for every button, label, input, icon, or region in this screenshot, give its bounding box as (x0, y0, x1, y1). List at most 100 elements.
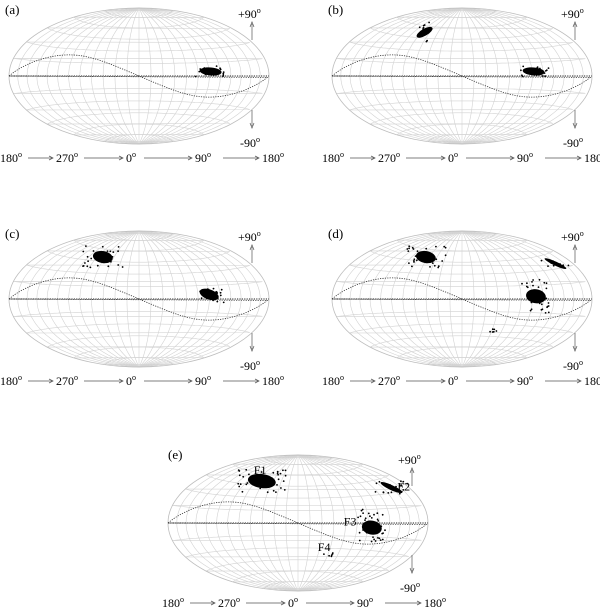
cluster-point (431, 254, 434, 257)
cluster-point (540, 259, 543, 262)
cluster-point (414, 255, 417, 257)
meridian-line (461, 230, 575, 368)
panel-label: (a) (5, 2, 19, 17)
cluster-point (374, 540, 377, 542)
right-arrowhead-icon (280, 600, 286, 606)
parallel-line (369, 250, 553, 263)
cluster-point (284, 474, 287, 477)
cluster-point (376, 518, 379, 521)
cluster-point (245, 468, 248, 471)
panel-e: F1 F2 F3 F4 (e) +90o -90o 180o 270o 0o 90o 180o (162, 447, 446, 610)
degree-symbol: o (236, 595, 240, 604)
parallel-line (369, 27, 553, 40)
cluster-point (277, 478, 280, 481)
cluster-point (203, 67, 206, 69)
cluster-point (390, 491, 393, 494)
right-arrowhead-icon (576, 378, 582, 384)
cluster-point (374, 529, 376, 532)
cluster-point (539, 67, 541, 70)
parallel-line (46, 250, 230, 263)
right-arrowhead-icon (416, 600, 422, 606)
right-arrowhead-icon (254, 378, 260, 384)
cluster-point (219, 291, 222, 294)
cluster-point (107, 265, 110, 268)
longitude-label: 90o (517, 150, 533, 165)
degree-symbol: o (132, 150, 136, 159)
cluster-point (219, 68, 222, 71)
meridian-line (461, 7, 584, 145)
longitude-label: 90o (195, 150, 211, 165)
cluster-point (241, 490, 244, 493)
cluster-point (215, 65, 218, 67)
cluster-point (275, 491, 277, 493)
right-arrowhead-icon (210, 600, 216, 606)
longitude-label: 180o (162, 595, 184, 610)
up-arrowhead-icon (572, 21, 578, 28)
longitude-label: 0o (288, 595, 298, 610)
cluster-core (380, 482, 403, 494)
cluster-point (220, 288, 223, 291)
cluster-point (535, 68, 538, 71)
cluster-point (361, 508, 364, 511)
meridian-line (461, 230, 565, 368)
cluster-point (377, 520, 380, 522)
cluster-point (522, 65, 525, 68)
meridian-line (461, 230, 584, 368)
degree-symbol: o (256, 358, 260, 367)
cluster-point (545, 297, 548, 300)
cluster-point (212, 299, 215, 302)
cluster-core (522, 67, 545, 76)
cluster-point (537, 286, 540, 288)
cluster-point (370, 522, 372, 524)
meridian-line (461, 230, 522, 368)
degree-symbol: o (180, 595, 184, 604)
cluster-point (529, 309, 532, 312)
down-arrowhead-icon (572, 345, 578, 352)
right-arrowhead-icon (187, 155, 193, 161)
cluster-core (526, 289, 546, 304)
latitude-top-label: +90o (561, 6, 584, 21)
cluster-point (395, 485, 397, 488)
cluster-point (272, 489, 275, 492)
cluster-core (199, 288, 219, 301)
cluster-point (198, 70, 201, 73)
cluster-point (429, 266, 431, 268)
cluster-point (559, 263, 561, 266)
cluster-point (402, 480, 405, 483)
cluster-core (92, 250, 113, 264)
cluster-point (358, 539, 361, 542)
cluster-point (242, 475, 245, 478)
cluster-point (359, 515, 362, 518)
cluster-point (365, 531, 368, 534)
cluster-point (400, 484, 403, 487)
cluster-point (424, 31, 427, 34)
cluster-point (406, 248, 409, 250)
source-cluster (489, 328, 498, 333)
cluster-point (238, 485, 241, 488)
longitude-label: 0o (448, 150, 458, 165)
cluster-point (444, 246, 447, 249)
cluster-point (282, 480, 285, 482)
right-arrowhead-icon (118, 378, 124, 384)
degree-symbol: o (294, 595, 298, 604)
degree-symbol: o (454, 150, 458, 159)
cluster-point (212, 287, 215, 290)
cluster-point (200, 297, 203, 299)
cluster-point (407, 250, 410, 253)
cluster-point (554, 262, 557, 265)
cluster-point (86, 265, 89, 268)
cluster-point (92, 250, 95, 252)
cluster-point (239, 483, 242, 486)
cluster-point (364, 519, 366, 521)
meridian-line (138, 230, 261, 368)
degree-symbol: o (529, 150, 533, 159)
cluster-point (110, 260, 112, 263)
cluster-point (545, 287, 548, 290)
source-cluster (323, 552, 334, 558)
cluster-point (562, 264, 565, 267)
cluster-point (567, 264, 570, 267)
degree-symbol: o (74, 150, 78, 159)
cluster-point (246, 482, 249, 484)
